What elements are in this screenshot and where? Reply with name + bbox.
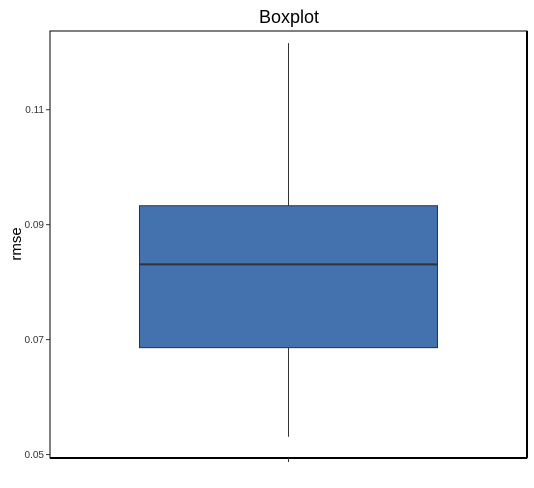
y-axis-label: rmse [8, 227, 25, 260]
plot-area: 0.05 0.07 0.09 0.11 [25, 30, 528, 462]
box-iqr [139, 205, 438, 349]
chart-title: Boxplot [259, 7, 319, 27]
y-tick-label: 0.07 [25, 335, 45, 346]
y-tick-label: 0.09 [25, 220, 45, 231]
y-tick-label: 0.05 [25, 450, 45, 461]
y-tick-label: 0.11 [25, 105, 44, 116]
